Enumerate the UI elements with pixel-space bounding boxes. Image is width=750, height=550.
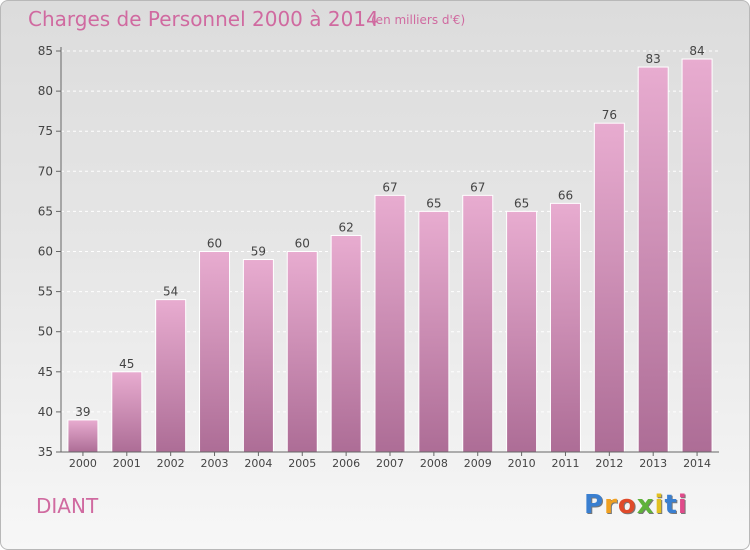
bar-value-label: 65 bbox=[514, 196, 529, 210]
bar bbox=[549, 202, 581, 453]
y-tick-label: 40 bbox=[38, 405, 53, 419]
bar-value-label: 67 bbox=[470, 180, 485, 194]
bar bbox=[199, 251, 231, 453]
y-tick-label: 80 bbox=[38, 84, 53, 98]
y-tick-label: 50 bbox=[38, 325, 53, 339]
bar bbox=[593, 122, 625, 453]
y-tick-label: 55 bbox=[38, 285, 53, 299]
x-tick-label: 2013 bbox=[639, 457, 667, 470]
bar-value-label: 60 bbox=[207, 237, 222, 251]
chart-subtitle: (en milliers d'€) bbox=[371, 13, 466, 27]
y-tick-label: 45 bbox=[38, 365, 53, 379]
x-tick-label: 2009 bbox=[464, 457, 492, 470]
bar bbox=[67, 419, 99, 453]
bar bbox=[506, 210, 538, 453]
x-tick-label: 2014 bbox=[683, 457, 711, 470]
bar bbox=[462, 194, 494, 453]
proxiti-logo: Proxiti bbox=[584, 490, 688, 520]
y-tick-label: 85 bbox=[38, 44, 53, 58]
x-tick-label: 2003 bbox=[201, 457, 229, 470]
y-tick-label: 75 bbox=[38, 124, 53, 138]
bar-value-label: 39 bbox=[75, 405, 90, 419]
x-tick-label: 2004 bbox=[244, 457, 272, 470]
bar-value-label: 66 bbox=[558, 188, 573, 202]
bar bbox=[111, 371, 143, 453]
x-tick-label: 2001 bbox=[113, 457, 141, 470]
commune-name: DIANT bbox=[36, 494, 99, 518]
x-tick-label: 2008 bbox=[420, 457, 448, 470]
bar bbox=[637, 66, 669, 453]
bar-value-label: 62 bbox=[338, 220, 353, 234]
y-tick-label: 70 bbox=[38, 164, 53, 178]
bar-value-label: 67 bbox=[382, 180, 397, 194]
x-tick-label: 2007 bbox=[376, 457, 404, 470]
x-tick-label: 2005 bbox=[288, 457, 316, 470]
bar bbox=[155, 299, 187, 453]
bar-value-label: 84 bbox=[689, 44, 704, 58]
y-tick-label: 35 bbox=[38, 445, 53, 459]
bar bbox=[681, 58, 713, 453]
bar bbox=[330, 234, 362, 453]
bar-value-label: 45 bbox=[119, 357, 134, 371]
x-tick-label: 2000 bbox=[69, 457, 97, 470]
bar-value-label: 65 bbox=[426, 196, 441, 210]
bar-value-label: 60 bbox=[295, 237, 310, 251]
x-tick-label: 2002 bbox=[157, 457, 185, 470]
bar bbox=[242, 259, 274, 453]
bar-value-label: 59 bbox=[251, 245, 266, 259]
x-tick-label: 2006 bbox=[332, 457, 360, 470]
y-tick-label: 60 bbox=[38, 245, 53, 259]
bar bbox=[286, 251, 318, 453]
bar bbox=[418, 210, 450, 453]
bar-value-label: 76 bbox=[602, 108, 617, 122]
y-tick-label: 65 bbox=[38, 204, 53, 218]
bar bbox=[374, 194, 406, 453]
chart-title: Charges de Personnel 2000 à 2014 bbox=[28, 7, 379, 31]
bar-value-label: 54 bbox=[163, 285, 178, 299]
bar-value-label: 83 bbox=[646, 52, 661, 66]
x-tick-label: 2010 bbox=[508, 457, 536, 470]
x-tick-label: 2011 bbox=[551, 457, 579, 470]
x-tick-label: 2012 bbox=[595, 457, 623, 470]
